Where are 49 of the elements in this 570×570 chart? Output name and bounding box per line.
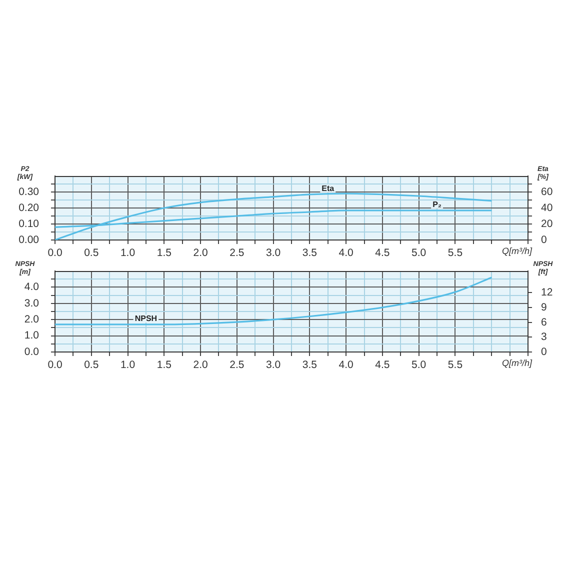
x-tick-label: 0.0 (48, 359, 62, 372)
y-tick-label: 0.30 (18, 186, 40, 198)
x-tick-label: 4.0 (338, 247, 354, 260)
x-tick-label: 4.5 (375, 359, 390, 372)
x-tick-label: 5.0 (412, 247, 426, 260)
x-tick-label: 4.0 (338, 359, 354, 372)
y-tick-label: 4.0 (24, 281, 40, 294)
x-axis-title: Q[m³/h] (502, 246, 532, 256)
line-series (55, 276, 492, 326)
y2-tick-label: 0 (541, 346, 547, 358)
series-label: NPSH (134, 314, 158, 324)
y2-tick-label: 12 (541, 286, 553, 299)
y2-tick-label: 20 (541, 218, 553, 230)
series-label: Eta (322, 184, 335, 194)
y-tick-label: 1.0 (24, 330, 40, 342)
x-tick-label: 1.0 (120, 247, 136, 260)
y-tick-label: 0.00 (18, 234, 40, 246)
y2-tick-label: 0 (541, 234, 547, 246)
y2-tick-label: 9 (541, 301, 547, 314)
x-tick-label: 0.0 (48, 247, 62, 260)
y-tick-label: 0.10 (18, 218, 40, 230)
y2-tick-label: 6 (541, 316, 547, 328)
x-axis-title: Q[m³/h] (502, 358, 532, 368)
y-tick-label: 0.20 (18, 202, 40, 214)
x-tick-label: 1.5 (156, 247, 172, 260)
y-tick-label: 0.0 (24, 346, 40, 358)
x-tick-label: 2.5 (230, 359, 244, 372)
x-tick-label: 4.5 (375, 247, 390, 260)
x-tick-label: 1.5 (156, 359, 172, 372)
y2-tick-label: 60 (541, 186, 553, 198)
x-tick-label: 5.5 (448, 359, 463, 372)
x-tick-label: 3.5 (302, 359, 318, 372)
x-tick-label: 2.0 (193, 247, 208, 260)
series-label: P₂ (432, 200, 442, 210)
x-tick-label: 2.5 (230, 247, 244, 260)
x-tick-label: 3.0 (266, 359, 281, 372)
x-tick-label: 0.5 (84, 247, 99, 260)
x-tick-label: 5.5 (448, 247, 463, 260)
x-tick-label: 3.5 (302, 247, 318, 260)
line-series (55, 192, 492, 240)
y2-tick-label: 40 (541, 202, 553, 214)
y-tick-label: 2.0 (24, 313, 40, 326)
x-tick-label: 1.0 (120, 359, 136, 372)
y2-tick-label: 3 (541, 331, 547, 344)
x-tick-label: 0.5 (84, 359, 99, 372)
x-tick-label: 5.0 (412, 359, 426, 372)
y-tick-label: 3.0 (24, 297, 40, 310)
x-tick-label: 2.0 (193, 359, 208, 372)
x-tick-label: 3.0 (266, 247, 281, 260)
